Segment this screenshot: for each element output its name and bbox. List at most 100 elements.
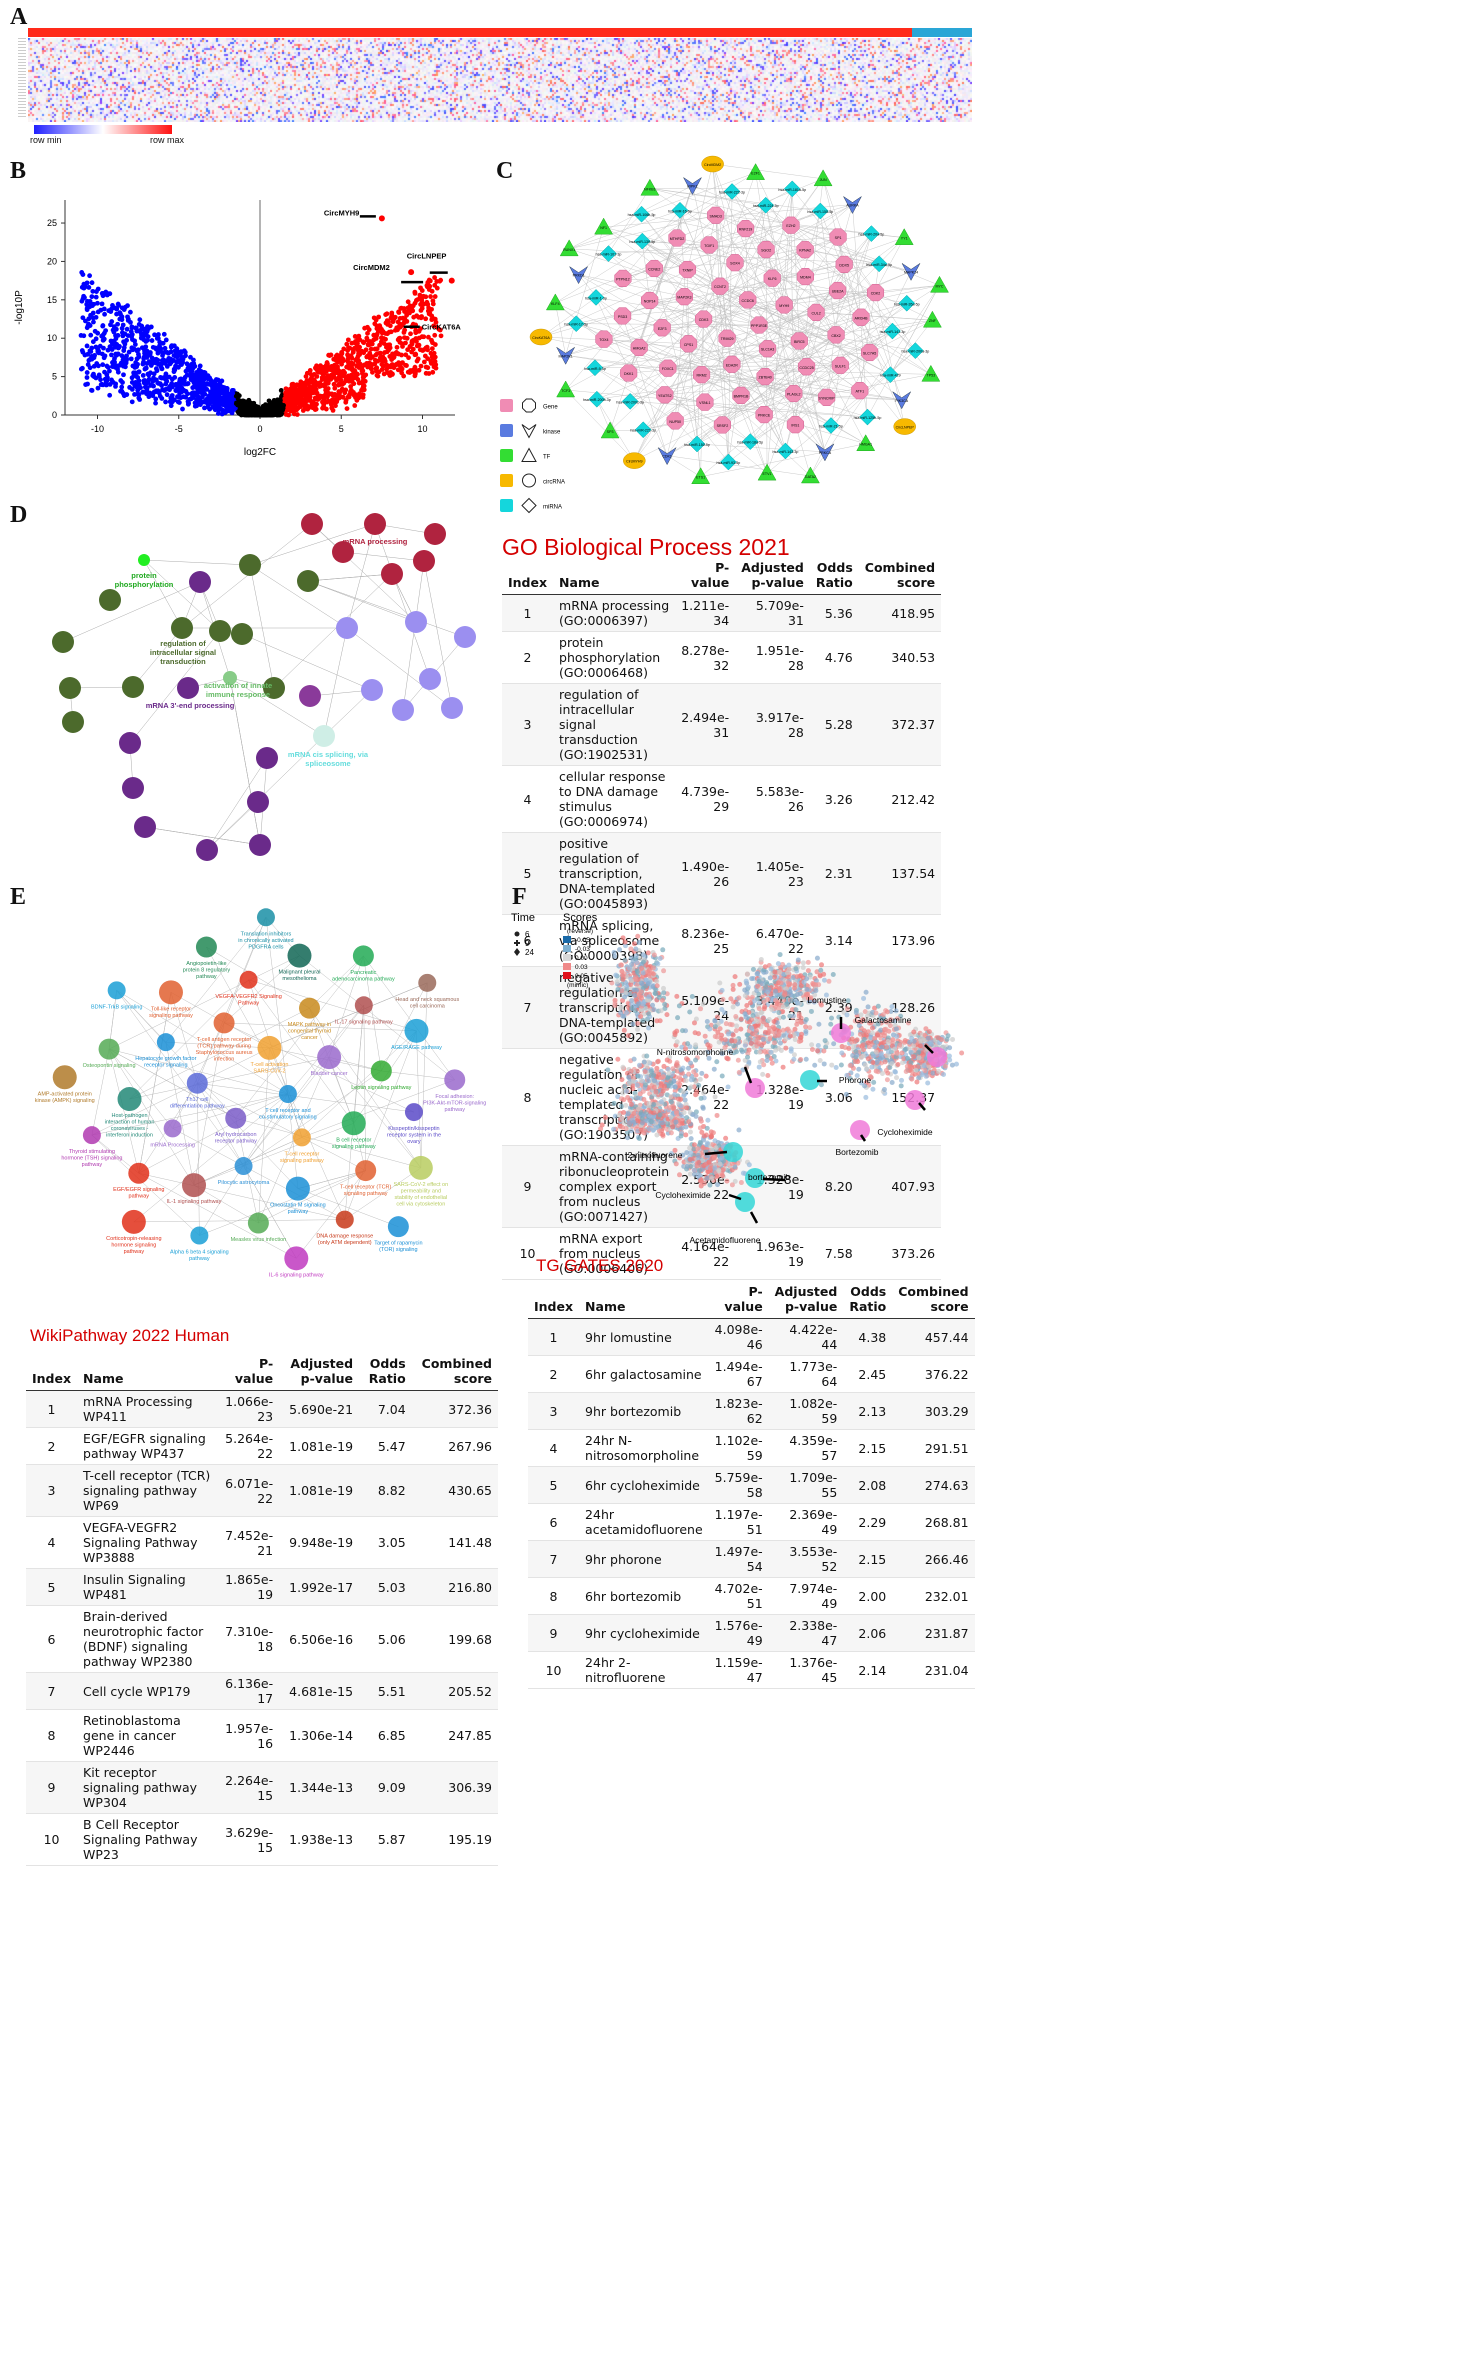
kinase-node	[815, 443, 835, 462]
e-edge	[91, 1049, 110, 1136]
map-point	[619, 1103, 625, 1109]
point-up	[309, 387, 315, 393]
map-point	[853, 1010, 859, 1016]
network-edge	[758, 324, 794, 394]
point-down	[84, 301, 90, 307]
d-edge	[342, 551, 425, 562]
network-node: ZBTB40	[756, 368, 774, 386]
network-node: SGO2	[757, 240, 775, 259]
network-node: BIRC5	[790, 332, 808, 350]
network-node-label: TXNIP	[682, 269, 693, 273]
point-down	[226, 396, 232, 402]
pathway-node	[186, 1072, 208, 1094]
network-node-label: E2F3	[658, 327, 667, 331]
map-point	[668, 1099, 674, 1105]
map-point	[949, 1062, 955, 1068]
y-tick-label: 20	[47, 256, 57, 266]
point-down	[144, 349, 150, 355]
d-edge	[62, 581, 201, 643]
point-up	[326, 352, 332, 358]
table-cell: VEGFA-VEGFR2 Signaling Pathway WP3888	[77, 1516, 218, 1569]
point-ns	[244, 402, 250, 408]
point-down	[81, 333, 87, 339]
point-up	[429, 346, 435, 352]
map-point	[683, 1078, 689, 1084]
point-up	[344, 406, 350, 412]
map-point	[698, 1006, 704, 1012]
map-point	[844, 1006, 850, 1012]
map-point	[869, 1025, 875, 1031]
point-down	[87, 273, 93, 279]
map-point	[672, 1147, 678, 1153]
gene-node	[866, 284, 885, 302]
point-down	[96, 372, 102, 378]
network-node: hsa-miR-93-5p	[716, 453, 740, 471]
map-point	[879, 1071, 885, 1077]
point-down	[125, 333, 131, 338]
point-down	[99, 301, 105, 307]
point-down	[215, 377, 221, 383]
go-term-node	[99, 589, 121, 611]
pathway-node	[257, 1035, 282, 1060]
network-node: SMAD3	[707, 206, 725, 224]
gene-node	[851, 382, 869, 400]
network-node: CBX2	[827, 326, 845, 344]
point-up	[317, 365, 323, 371]
network-node-label: hsa-miR-200a-3p	[902, 350, 930, 354]
table-cell: 5.709e-31	[735, 594, 810, 632]
map-point	[756, 991, 762, 997]
table-cell: 5.583e-26	[735, 765, 810, 833]
time-symbol	[514, 948, 520, 956]
table-cell: 1.992e-17	[279, 1568, 360, 1606]
map-point	[813, 978, 819, 984]
point-up	[372, 361, 378, 367]
gene-node	[630, 338, 648, 357]
e-edge	[248, 979, 417, 1032]
pathway-label: pathway	[189, 1256, 210, 1262]
point-up	[372, 357, 378, 363]
e-edge	[328, 955, 364, 1058]
network-edge	[642, 172, 756, 242]
pathway-label: hormone signaling	[111, 1242, 156, 1248]
pathway-label: PI3K-Akt-mTOR-signaling	[423, 1100, 486, 1106]
network-node-label: MAP2K3	[677, 296, 691, 300]
mirna-node	[907, 342, 924, 359]
pathway-node	[239, 970, 258, 989]
network-node: hsa-miR-221-3p	[630, 421, 656, 439]
e-edge	[363, 955, 455, 1080]
map-point	[705, 1117, 711, 1123]
pathway-label: IL-6 signaling pathway	[269, 1272, 324, 1278]
map-point	[629, 998, 635, 1004]
network-node-label: hsa-miR-26a-5p	[894, 302, 920, 306]
tf-node	[691, 467, 711, 484]
d-edge	[132, 627, 183, 688]
map-point	[780, 1064, 786, 1070]
e-edge	[197, 1083, 299, 1189]
point-down	[156, 332, 161, 337]
network-edge	[745, 228, 905, 427]
map-point	[787, 989, 793, 995]
pathway-label: Alpha 6 beta 4 signaling	[170, 1250, 229, 1256]
network-node: HMGA2	[630, 338, 648, 357]
pathway-label: pathway	[288, 1209, 309, 1215]
network-node: AURKA	[843, 196, 862, 215]
pathway-label: in chronically activated	[238, 938, 293, 944]
table-row: 4 VEGFA-VEGFR2 Signaling Pathway WP3888 7.…	[26, 1516, 498, 1569]
point-down	[184, 372, 190, 378]
point-up	[424, 299, 430, 305]
point-up	[343, 378, 349, 384]
table-cell: 3.629e-15	[217, 1813, 280, 1866]
network-node-label: SRSF2	[717, 424, 729, 428]
point-up	[298, 395, 304, 400]
heatmap-group-bar-2	[912, 28, 972, 37]
map-point	[677, 1155, 683, 1161]
pathway-node	[278, 1085, 297, 1103]
point-up	[427, 278, 433, 284]
table-cell: 5.47	[359, 1427, 412, 1465]
e-edge	[165, 1042, 195, 1186]
network-edge	[608, 253, 826, 452]
tf-node	[757, 463, 777, 481]
network-node: MTHFD2	[668, 229, 686, 247]
pathway-label: Focal adhesion:	[435, 1094, 474, 1100]
gene-node	[852, 308, 870, 326]
